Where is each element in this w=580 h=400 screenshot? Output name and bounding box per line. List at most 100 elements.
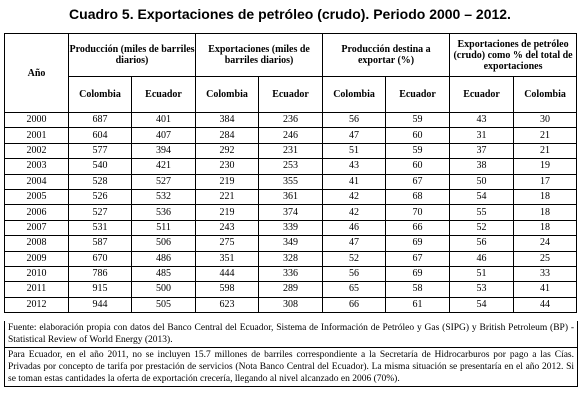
table-row: 2006 527 536 219 374 42 70 55 18 <box>4 204 578 221</box>
table-cell: 526 <box>68 188 132 206</box>
table-cell: 56 <box>449 235 515 252</box>
table-row: 2011 915 500 598 289 65 58 53 41 <box>4 281 578 298</box>
table-cell: 284 <box>195 127 260 144</box>
table-cell: 500 <box>130 281 197 298</box>
table-cell: 219 <box>195 204 260 221</box>
table-cell: 65 <box>322 281 387 298</box>
table-cell: 221 <box>195 188 260 206</box>
subheader-production-ecuador: Ecuador <box>130 76 197 113</box>
table-cell: 46 <box>322 219 387 237</box>
table-cell: 328 <box>258 250 324 267</box>
table-cell: 511 <box>130 219 197 237</box>
table-cell: 55 <box>449 204 515 221</box>
table-cell: 18 <box>513 219 578 237</box>
footnote: Para Ecuador, en el año 2011, no se incl… <box>8 350 574 384</box>
table-cell: 17 <box>513 173 578 190</box>
table-cell: 60 <box>385 158 451 175</box>
table-cell: 38 <box>449 158 515 175</box>
table-title: Cuadro 5. Exportaciones de petróleo (cru… <box>69 6 511 22</box>
table-cell: 275 <box>195 235 260 252</box>
table-cell: 527 <box>68 204 132 221</box>
table-cell: 59 <box>385 142 451 160</box>
table-cell: 18 <box>513 188 578 206</box>
table-cell: 24 <box>513 235 578 252</box>
table-cell: 68 <box>385 188 451 206</box>
table-cell: 51 <box>322 142 387 160</box>
year-header: Año <box>4 33 69 113</box>
table-cell: 401 <box>130 111 197 129</box>
table-cell: 687 <box>68 111 132 129</box>
table-notes: Fuente: elaboración propia con datos del… <box>4 321 578 387</box>
subheader-production-colombia: Colombia <box>68 76 132 113</box>
year-cell: 2012 <box>4 296 69 314</box>
subheader-share-ecuador: Ecuador <box>385 76 451 113</box>
group-header-export-pct-total: Exportaciones de petróleo (crudo) como %… <box>449 33 578 77</box>
year-cell: 2006 <box>4 204 69 221</box>
table-cell: 355 <box>258 173 324 190</box>
table-cell: 67 <box>385 250 451 267</box>
table-cell: 66 <box>385 219 451 237</box>
table-cell: 536 <box>130 204 197 221</box>
table-row: 2008 587 506 275 349 47 69 56 24 <box>4 235 578 252</box>
table-cell: 41 <box>513 281 578 298</box>
table-cell: 18 <box>513 204 578 221</box>
table-cell: 394 <box>130 142 197 160</box>
table-cell: 21 <box>513 127 578 144</box>
table-cell: 31 <box>449 127 515 144</box>
subheader-exports-colombia: Colombia <box>195 76 260 113</box>
table-cell: 46 <box>449 250 515 267</box>
table-cell: 670 <box>68 250 132 267</box>
table-cell: 486 <box>130 250 197 267</box>
year-cell: 2000 <box>4 111 69 129</box>
table-cell: 50 <box>449 173 515 190</box>
table-cell: 444 <box>195 265 260 283</box>
table-cell: 54 <box>449 188 515 206</box>
table-cell: 407 <box>130 127 197 144</box>
table-cell: 61 <box>385 296 451 314</box>
group-header-exports: Exportaciones (miles de barriles diarios… <box>195 33 324 77</box>
table-cell: 54 <box>449 296 515 314</box>
table-cell: 505 <box>130 296 197 314</box>
table-cell: 308 <box>258 296 324 314</box>
table-cell: 528 <box>68 173 132 190</box>
table-row: 2000 687 401 384 236 56 59 43 30 <box>4 111 578 129</box>
subheader-share-colombia: Colombia <box>322 76 387 113</box>
year-cell: 2004 <box>4 173 69 190</box>
table-cell: 53 <box>449 281 515 298</box>
subheader-exports-ecuador: Ecuador <box>258 76 324 113</box>
year-cell: 2003 <box>4 158 69 175</box>
subheader-pct-colombia: Colombia <box>513 76 578 113</box>
table-cell: 19 <box>513 158 578 175</box>
table-row: 2005 526 532 221 361 42 68 54 18 <box>4 188 578 206</box>
table-cell: 56 <box>322 111 387 129</box>
table-cell: 623 <box>195 296 260 314</box>
table-cell: 292 <box>195 142 260 160</box>
table-cell: 374 <box>258 204 324 221</box>
table-row: 2009 670 486 351 328 52 67 46 25 <box>4 250 578 267</box>
table-row: 2010 786 485 444 336 56 69 51 33 <box>4 265 578 283</box>
table-cell: 506 <box>130 235 197 252</box>
table-cell: 485 <box>130 265 197 283</box>
table-row: 2004 528 527 219 355 41 67 50 17 <box>4 173 578 190</box>
table-cell: 43 <box>449 111 515 129</box>
table-cell: 421 <box>130 158 197 175</box>
table-body: 2000 687 401 384 236 56 59 43 30 2001 604 407 284 246… <box>4 111 578 314</box>
table-cell: 786 <box>68 265 132 283</box>
year-cell: 2007 <box>4 219 69 237</box>
table-cell: 44 <box>513 296 578 314</box>
table-cell: 944 <box>68 296 132 314</box>
year-cell: 2005 <box>4 188 69 206</box>
table-cell: 577 <box>68 142 132 160</box>
table-cell: 52 <box>449 219 515 237</box>
table-cell: 47 <box>322 235 387 252</box>
subheader-pct-ecuador: Ecuador <box>449 76 515 113</box>
table-cell: 43 <box>322 158 387 175</box>
table-cell: 915 <box>68 281 132 298</box>
year-cell: 2009 <box>4 250 69 267</box>
table-cell: 60 <box>385 127 451 144</box>
table-header: Año Producción (miles de barriles diario… <box>4 33 578 113</box>
table-cell: 598 <box>195 281 260 298</box>
table-cell: 339 <box>258 219 324 237</box>
group-header-export-share: Producción destina a exportar (%) <box>322 33 451 77</box>
table-row: 2001 604 407 284 246 47 60 31 21 <box>4 127 578 144</box>
